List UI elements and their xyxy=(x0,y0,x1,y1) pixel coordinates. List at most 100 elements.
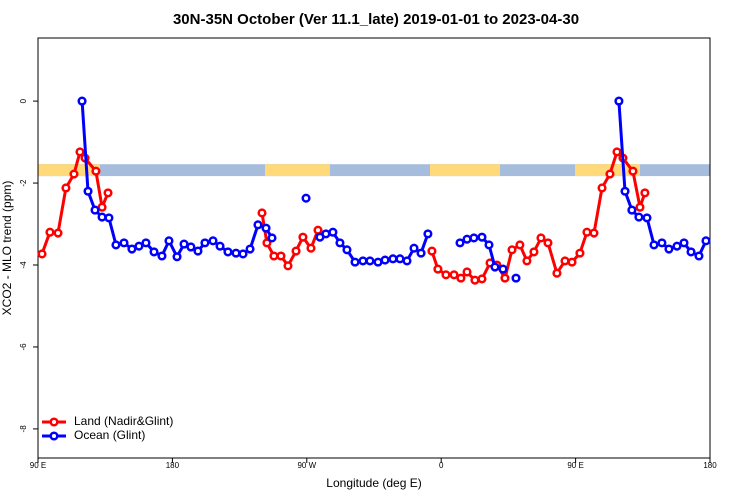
data-point xyxy=(484,240,494,250)
data-point xyxy=(83,186,93,196)
data-point xyxy=(157,251,167,261)
data-point xyxy=(91,166,101,176)
series-line xyxy=(80,100,708,271)
data-point xyxy=(672,241,682,251)
data-point xyxy=(469,233,479,243)
data-point xyxy=(470,275,480,285)
data-point xyxy=(103,188,113,198)
x-tick-label: 0 xyxy=(439,461,444,470)
data-point xyxy=(427,246,437,256)
data-point xyxy=(141,238,151,248)
data-point xyxy=(208,236,218,246)
data-point xyxy=(380,255,390,265)
data-point xyxy=(267,233,277,243)
data-point xyxy=(350,257,360,267)
data-point xyxy=(462,267,472,277)
data-point xyxy=(498,264,508,274)
data-point xyxy=(515,240,525,250)
data-point xyxy=(560,256,570,266)
y-axis-label: XCO2 - MLO trend (ppm) xyxy=(0,181,14,316)
data-point xyxy=(97,212,107,222)
x-tick-label: 90 E xyxy=(30,461,46,470)
x-axis-label: Longitude (deg E) xyxy=(326,476,421,490)
data-point xyxy=(127,244,137,254)
data-point xyxy=(37,249,47,259)
data-point xyxy=(164,236,174,246)
legend-marker xyxy=(49,417,59,427)
data-point xyxy=(575,248,585,258)
data-point xyxy=(395,254,405,264)
legend-label: Land (Nadir&Glint) xyxy=(74,414,173,428)
data-point xyxy=(640,188,650,198)
data-point xyxy=(543,238,553,248)
data-point xyxy=(262,238,272,248)
data-point xyxy=(335,238,345,248)
data-point xyxy=(462,234,472,244)
data-point xyxy=(416,248,426,258)
y-tick-label: -2 xyxy=(19,179,28,187)
data-point xyxy=(388,254,398,264)
data-point xyxy=(77,96,87,106)
data-point xyxy=(245,244,255,254)
data-point xyxy=(694,251,704,261)
land-strip xyxy=(38,164,100,177)
data-point xyxy=(455,238,465,248)
x-tick-label: 90 W xyxy=(297,461,316,470)
data-point xyxy=(402,256,412,266)
data-point xyxy=(358,256,368,266)
data-point xyxy=(328,227,338,237)
data-point xyxy=(511,273,521,283)
data-point xyxy=(605,169,615,179)
data-point xyxy=(179,239,189,249)
data-point xyxy=(104,213,114,223)
y-tick-label: 0 xyxy=(19,98,28,103)
data-point xyxy=(552,268,562,278)
data-point xyxy=(200,238,210,248)
data-point xyxy=(269,251,279,261)
data-point xyxy=(238,249,248,259)
data-point xyxy=(522,256,532,266)
data-point xyxy=(365,256,375,266)
data-point xyxy=(342,245,352,255)
data-point xyxy=(298,232,308,242)
data-point xyxy=(589,228,599,238)
data-point xyxy=(529,247,539,257)
data-point xyxy=(664,244,674,254)
y-tick-label: -8 xyxy=(19,425,28,433)
data-point xyxy=(111,240,121,250)
data-point xyxy=(449,270,459,280)
legend-marker xyxy=(49,431,59,441)
data-point xyxy=(597,183,607,193)
data-point xyxy=(90,205,100,215)
data-point xyxy=(186,242,196,252)
data-point xyxy=(628,166,638,176)
data-point xyxy=(701,236,711,246)
data-point xyxy=(223,247,233,257)
data-point xyxy=(477,232,487,242)
data-point xyxy=(97,202,107,212)
data-point xyxy=(276,251,286,261)
data-point xyxy=(373,257,383,267)
x-tick-label: 180 xyxy=(166,461,180,470)
data-point xyxy=(536,233,546,243)
data-point xyxy=(306,243,316,253)
land-strip xyxy=(430,164,501,177)
data-point xyxy=(283,261,293,271)
data-point xyxy=(490,262,500,272)
data-point xyxy=(119,238,129,248)
x-tick-label: 180 xyxy=(703,461,717,470)
chart-title: 30N-35N October (Ver 11.1_late) 2019-01-… xyxy=(173,11,579,28)
data-point xyxy=(45,227,55,237)
data-point xyxy=(686,247,696,257)
data-point xyxy=(53,228,63,238)
land-strip xyxy=(575,164,640,177)
data-point xyxy=(477,274,487,284)
data-point xyxy=(61,183,71,193)
data-point xyxy=(612,147,622,157)
ocean-strip xyxy=(38,164,710,177)
data-point xyxy=(456,273,466,283)
data-point xyxy=(582,227,592,237)
data-point xyxy=(500,273,510,283)
data-point xyxy=(627,205,637,215)
